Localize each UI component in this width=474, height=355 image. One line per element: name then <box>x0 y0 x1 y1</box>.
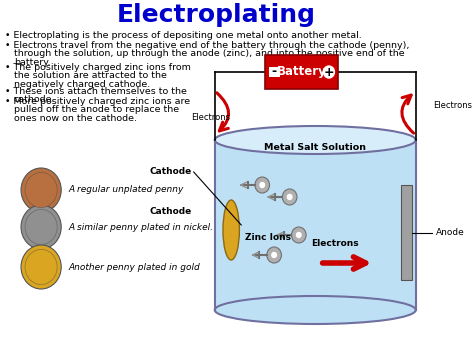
Text: -: - <box>272 66 277 78</box>
Text: negatively charged cathode.: negatively charged cathode. <box>14 80 150 89</box>
Text: A regular unplated penny: A regular unplated penny <box>69 186 184 195</box>
Circle shape <box>255 177 270 193</box>
Text: Zinc Ions: Zinc Ions <box>245 233 291 241</box>
Circle shape <box>297 233 301 237</box>
FancyBboxPatch shape <box>265 55 338 89</box>
Text: cathode.: cathode. <box>14 95 55 104</box>
Text: +: + <box>324 66 334 78</box>
Ellipse shape <box>215 296 416 324</box>
Text: • Electroplating is the process of depositing one metal onto another metal.: • Electroplating is the process of depos… <box>5 31 361 40</box>
Text: ones now on the cathode.: ones now on the cathode. <box>14 114 137 123</box>
Text: • Electrons travel from the negative end of the battery through the cathode (pen: • Electrons travel from the negative end… <box>5 41 409 50</box>
Text: • More positively charged zinc ions are: • More positively charged zinc ions are <box>5 97 190 106</box>
Ellipse shape <box>223 200 239 260</box>
Circle shape <box>21 245 61 289</box>
Circle shape <box>292 227 306 243</box>
Text: Electrons: Electrons <box>433 100 472 109</box>
Circle shape <box>272 252 276 257</box>
Text: Battery: Battery <box>277 66 327 78</box>
Text: Electrons: Electrons <box>191 114 230 122</box>
Ellipse shape <box>215 126 416 154</box>
Text: Electroplating: Electroplating <box>117 3 316 27</box>
Text: through the solution, up through the anode (zinc), and into the positive end of : through the solution, up through the ano… <box>14 49 404 59</box>
Text: • These ions attach themselves to the: • These ions attach themselves to the <box>5 87 186 96</box>
Text: Metal Salt Solution: Metal Salt Solution <box>264 143 366 153</box>
Bar <box>215 140 416 310</box>
Text: Electrons: Electrons <box>311 239 359 247</box>
Circle shape <box>267 247 282 263</box>
Circle shape <box>21 205 61 249</box>
Circle shape <box>25 173 57 208</box>
Circle shape <box>283 189 297 205</box>
Circle shape <box>287 195 292 200</box>
Circle shape <box>25 209 57 245</box>
Text: battery.: battery. <box>14 58 50 67</box>
Text: Another penny plated in gold: Another penny plated in gold <box>69 262 201 272</box>
Circle shape <box>25 250 57 285</box>
Bar <box>269 67 280 77</box>
Text: Anode: Anode <box>436 228 465 237</box>
Circle shape <box>323 66 335 78</box>
Circle shape <box>21 168 61 212</box>
Bar <box>401 185 412 280</box>
Text: Cathode: Cathode <box>150 208 192 217</box>
Text: the solution are attracted to the: the solution are attracted to the <box>14 71 166 81</box>
Text: • The positively charged zinc ions from: • The positively charged zinc ions from <box>5 63 191 72</box>
Text: Cathode: Cathode <box>150 168 192 176</box>
Text: pulled off the anode to replace the: pulled off the anode to replace the <box>14 105 179 115</box>
Circle shape <box>260 182 264 187</box>
Text: A similar penny plated in nickel.: A similar penny plated in nickel. <box>69 223 213 231</box>
